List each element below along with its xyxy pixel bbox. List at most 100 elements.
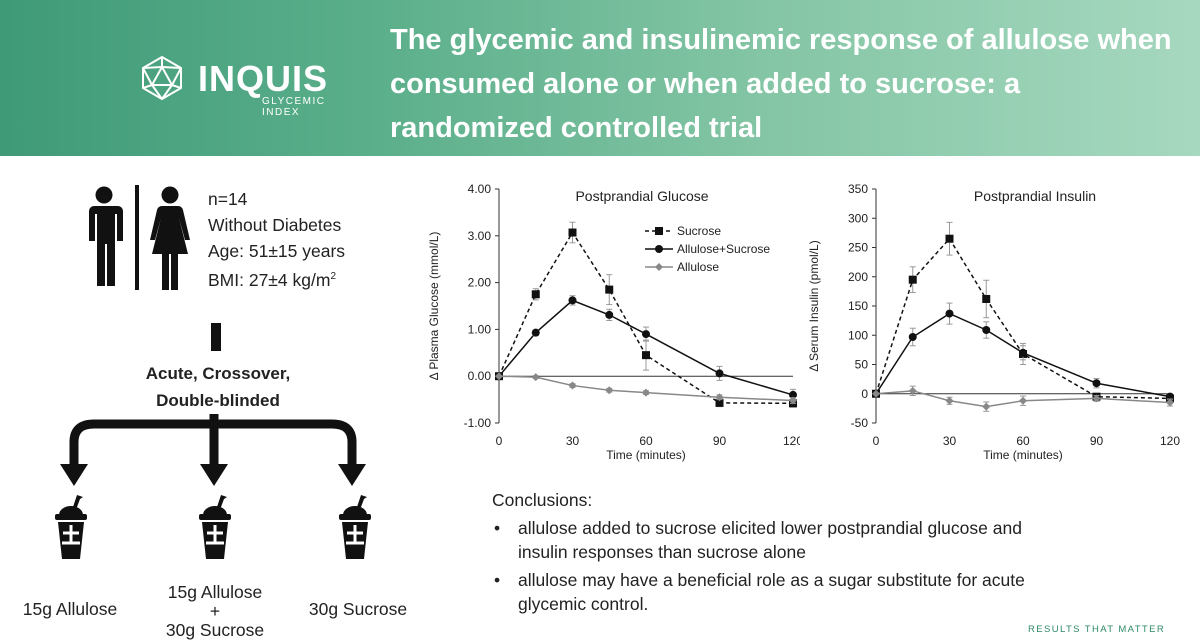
y-tick-label: 1.00 bbox=[468, 322, 492, 336]
data-point bbox=[531, 328, 540, 337]
series-line bbox=[498, 231, 794, 405]
x-tick-label: 30 bbox=[943, 434, 957, 448]
inquis-logo: INQUIS GLYCEMIC INDEX bbox=[138, 52, 338, 122]
data-point bbox=[945, 309, 954, 318]
y-axis-label: Δ Serum Insulin (pmol/L) bbox=[807, 240, 821, 371]
insulin-chart: 350 300 250 200 150 100 50 0 -50 0 30 60 90 120 Time (… bbox=[807, 182, 1180, 462]
y-tick-label: 50 bbox=[855, 358, 869, 372]
cup-rim bbox=[339, 514, 371, 520]
cup-straw bbox=[217, 495, 227, 507]
y-tick-label: 200 bbox=[848, 270, 868, 284]
drink-cup-icon bbox=[199, 495, 231, 559]
data-point bbox=[568, 296, 577, 305]
arm-label-line: 15g Allulose bbox=[167, 582, 263, 602]
stat-bmi: BMI: 27±4 kg/m2 bbox=[208, 264, 345, 293]
y-tick-label: 2.00 bbox=[468, 276, 492, 290]
stat-bmi-sup: 2 bbox=[330, 271, 336, 282]
data-point bbox=[605, 285, 614, 294]
x-tick-label: 0 bbox=[873, 434, 880, 448]
x-tick-label: 60 bbox=[639, 434, 653, 448]
study-design: Acute, Crossover, Double-blinded bbox=[118, 360, 318, 414]
data-point bbox=[642, 388, 650, 397]
data-point bbox=[872, 389, 880, 398]
arm-label-line: 30g Sucrose bbox=[165, 620, 265, 640]
data-point bbox=[982, 325, 991, 334]
data-point bbox=[642, 330, 650, 339]
arm-label-line: 30g Sucrose bbox=[308, 599, 408, 619]
drink-cup-icon bbox=[339, 495, 371, 559]
data-point bbox=[531, 290, 540, 299]
y-tick-label: 150 bbox=[848, 299, 868, 313]
series-line bbox=[498, 375, 794, 402]
y-axis-label: Δ Plasma Glucose (mmol/L) bbox=[427, 232, 441, 381]
x-axis-label: Time (minutes) bbox=[606, 448, 686, 462]
participant-stats: n=14 Without Diabetes Age: 51±15 years B… bbox=[208, 186, 345, 293]
legend-label: Allulose bbox=[677, 260, 719, 274]
x-axis-label: Time (minutes) bbox=[983, 448, 1063, 462]
logo-sub-line2: INDEX bbox=[262, 107, 301, 118]
cup-rim bbox=[199, 514, 231, 520]
y-tick-label: 0 bbox=[861, 387, 868, 401]
cup-lid bbox=[59, 506, 83, 515]
y-tick-label: 100 bbox=[848, 328, 868, 342]
data-point bbox=[605, 310, 614, 319]
data-point bbox=[1166, 398, 1174, 407]
x-tick-label: 0 bbox=[496, 434, 503, 448]
data-point bbox=[715, 393, 724, 402]
conclusions-list: allulose added to sucrose elicited lower… bbox=[492, 516, 1052, 616]
arm-label-line: 15g Allulose bbox=[22, 599, 118, 619]
y-tick-label: 250 bbox=[848, 241, 868, 255]
stat-bmi-text: BMI: 27±4 kg/m bbox=[208, 269, 331, 290]
data-point bbox=[715, 398, 724, 407]
y-tick-label: 350 bbox=[848, 182, 868, 196]
data-point bbox=[789, 390, 797, 399]
data-point bbox=[945, 234, 954, 243]
data-point bbox=[945, 396, 954, 405]
x-tick-label: 30 bbox=[566, 434, 580, 448]
y-tick-label: 4.00 bbox=[468, 182, 492, 196]
conclusion-bullet: allulose may have a beneficial role as a… bbox=[492, 568, 1052, 616]
arm-label-sucrose: 30g Sucrose bbox=[293, 600, 423, 619]
header-banner: INQUIS GLYCEMIC INDEX The glycemic and i… bbox=[0, 0, 1200, 156]
cup-straw bbox=[357, 495, 367, 507]
branch-arrows bbox=[60, 414, 366, 486]
y-tick-label: 300 bbox=[848, 211, 868, 225]
data-point bbox=[982, 402, 991, 411]
stat-age: Age: 51±15 years bbox=[208, 241, 346, 261]
conclusions: Conclusions: allulose added to sucrose e… bbox=[492, 488, 1052, 620]
data-point bbox=[1019, 396, 1027, 405]
data-point bbox=[495, 372, 503, 381]
legend-label: Sucrose bbox=[677, 224, 721, 238]
x-tick-label: 90 bbox=[1090, 434, 1104, 448]
data-point bbox=[982, 294, 991, 303]
male-female-icon bbox=[89, 185, 190, 290]
x-tick-label: 120 bbox=[783, 434, 800, 448]
logo-sub-line1: GLYCEMIC bbox=[262, 96, 326, 107]
legend-marker bbox=[655, 245, 663, 253]
cup-rim bbox=[55, 514, 87, 520]
y-tick-label: -50 bbox=[851, 416, 869, 430]
x-tick-label: 60 bbox=[1016, 434, 1030, 448]
arm-label-allulose: 15g Allulose bbox=[10, 600, 130, 619]
y-tick-label: 0.00 bbox=[468, 369, 492, 383]
legend-label: Allulose+Sucrose bbox=[677, 242, 770, 256]
icosahedron-icon bbox=[142, 56, 182, 100]
data-point bbox=[715, 369, 724, 378]
data-point bbox=[908, 333, 917, 342]
treatment-arms: 15g Allulose 15g Allulose + 30g Sucrose … bbox=[0, 490, 420, 640]
cup-straw bbox=[73, 495, 83, 507]
logo-wordmark: INQUIS bbox=[198, 58, 329, 99]
data-point bbox=[1092, 379, 1101, 388]
data-point bbox=[789, 396, 797, 405]
drink-cup-icon bbox=[55, 495, 87, 559]
data-point bbox=[605, 386, 614, 395]
series-line bbox=[875, 237, 1171, 400]
data-point bbox=[1019, 348, 1027, 357]
design-connector bbox=[211, 323, 221, 351]
chart-title: Postprandial Glucose bbox=[575, 188, 708, 204]
design-line2: Double-blinded bbox=[156, 391, 280, 410]
logo-subtitle: GLYCEMIC INDEX bbox=[262, 96, 326, 118]
data-point bbox=[1092, 394, 1101, 403]
arm-label-plus: + bbox=[209, 601, 221, 621]
conclusion-bullet: allulose added to sucrose elicited lower… bbox=[492, 516, 1052, 564]
